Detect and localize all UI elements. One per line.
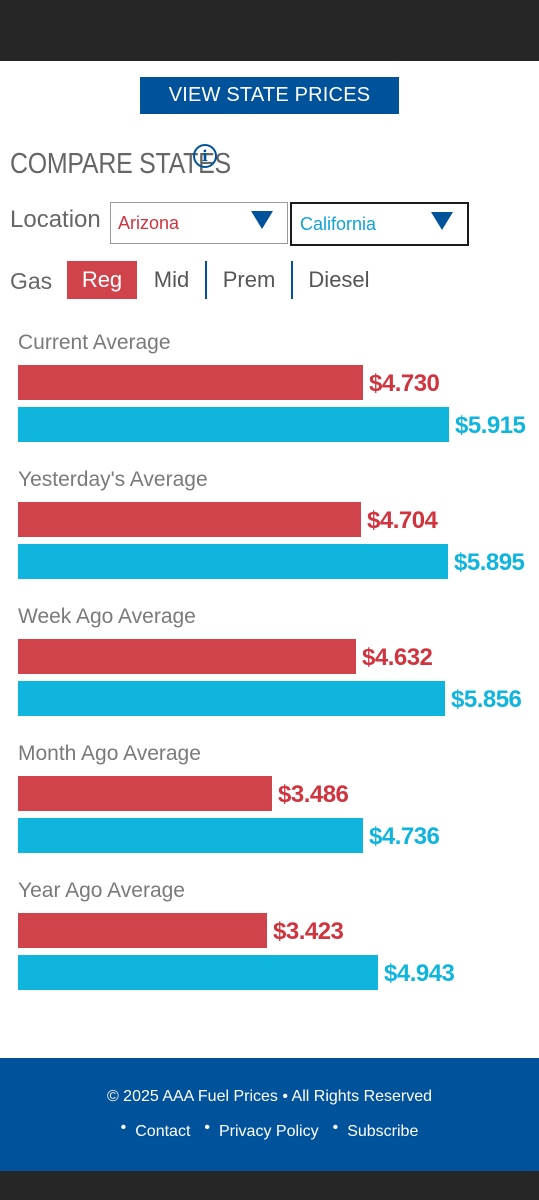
dropdown-arrow-icon xyxy=(431,212,453,230)
footer-link-contact[interactable]: • Contact xyxy=(121,1119,191,1141)
state-select-1[interactable]: Arizona xyxy=(110,202,288,244)
price-label-arizona: $4.632 xyxy=(362,644,433,671)
top-bar xyxy=(0,0,539,61)
bottom-bar xyxy=(0,1171,539,1200)
footer-link-label: Subscribe xyxy=(347,1123,419,1140)
chart-category-label: Yesterday's Average xyxy=(18,468,208,491)
chart-category-label: Week Ago Average xyxy=(18,605,196,628)
gas-tab-diesel[interactable]: Diesel xyxy=(308,267,370,292)
price-label-california: $5.856 xyxy=(451,686,522,713)
bar-california xyxy=(18,407,449,442)
bullet-icon: • xyxy=(204,1119,210,1136)
gas-tab-reg[interactable]: Reg xyxy=(67,261,137,299)
gas-tab-prem[interactable]: Prem xyxy=(222,267,276,292)
footer-link-label: Privacy Policy xyxy=(219,1123,319,1140)
price-label-california: $5.895 xyxy=(454,549,525,576)
bar-california xyxy=(18,544,448,579)
tab-divider xyxy=(205,261,207,299)
state-select-2-value: California xyxy=(300,213,377,234)
chart-category-label: Year Ago Average xyxy=(18,879,185,902)
price-label-arizona: $4.730 xyxy=(369,370,440,397)
info-icon[interactable]: i xyxy=(193,144,217,168)
bar-california xyxy=(18,681,445,716)
tab-divider xyxy=(291,261,293,299)
price-label-california: $5.915 xyxy=(455,412,526,439)
price-label-california: $4.736 xyxy=(369,823,440,850)
location-label: Location xyxy=(10,206,101,233)
price-label-arizona: $3.486 xyxy=(278,781,349,808)
footer-links: • Contact • Privacy Policy • Subscribe xyxy=(0,1119,539,1141)
copyright-text: © 2025 AAA Fuel Prices • All Rights Rese… xyxy=(106,1088,433,1105)
bar-california xyxy=(18,955,378,990)
bullet-icon: • xyxy=(120,1119,127,1136)
price-label-arizona: $3.423 xyxy=(273,918,344,945)
dropdown-arrow-icon xyxy=(251,211,273,229)
chart-category-label: Current Average xyxy=(18,331,171,354)
gas-tab-mid[interactable]: Mid xyxy=(153,267,190,292)
bar-california xyxy=(18,818,363,853)
gas-label: Gas xyxy=(10,268,53,294)
bar-arizona xyxy=(18,639,356,674)
footer xyxy=(0,1058,539,1171)
price-label-arizona: $4.704 xyxy=(367,507,438,534)
footer-link-label: Contact xyxy=(135,1123,191,1140)
bullet-icon: • xyxy=(332,1119,339,1136)
bar-arizona xyxy=(18,776,272,811)
price-label-california: $4.943 xyxy=(384,960,455,987)
view-state-prices-button[interactable]: VIEW STATE PRICES xyxy=(140,77,399,114)
chart-category-label: Month Ago Average xyxy=(18,742,201,765)
state-select-1-value: Arizona xyxy=(118,212,180,233)
bar-arizona xyxy=(18,365,363,400)
footer-link-privacy-policy[interactable]: • Privacy Policy xyxy=(204,1119,319,1141)
footer-link-subscribe[interactable]: • Subscribe xyxy=(333,1119,419,1141)
bar-arizona xyxy=(18,502,361,537)
state-select-2[interactable]: California xyxy=(290,202,469,246)
bar-arizona xyxy=(18,913,267,948)
